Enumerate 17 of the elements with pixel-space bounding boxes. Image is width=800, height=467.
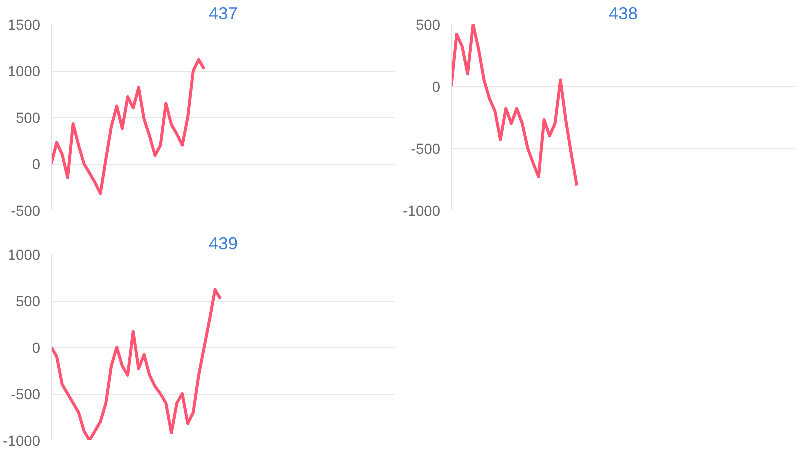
chart-title: 438 <box>609 4 638 24</box>
y-tick-label: 0 <box>432 80 441 96</box>
y-tick-label: 500 <box>16 111 41 127</box>
chart-title: 439 <box>209 234 238 254</box>
y-tick-label: 0 <box>32 158 41 174</box>
y-tick-label: -500 <box>11 388 41 404</box>
y-tick-label: -500 <box>11 204 41 220</box>
y-tick-label: 1500 <box>8 18 41 34</box>
y-tick-label: -1000 <box>403 204 441 220</box>
y-tick-label: -500 <box>411 142 441 158</box>
y-tick-label: 500 <box>416 18 441 34</box>
y-tick-label: -1000 <box>3 434 41 450</box>
y-tick-label: 500 <box>16 294 41 310</box>
y-tick-label: 1000 <box>8 64 41 80</box>
y-tick-label: 1000 <box>8 248 41 264</box>
chart-title: 437 <box>209 4 238 24</box>
y-tick-label: 0 <box>32 341 41 357</box>
